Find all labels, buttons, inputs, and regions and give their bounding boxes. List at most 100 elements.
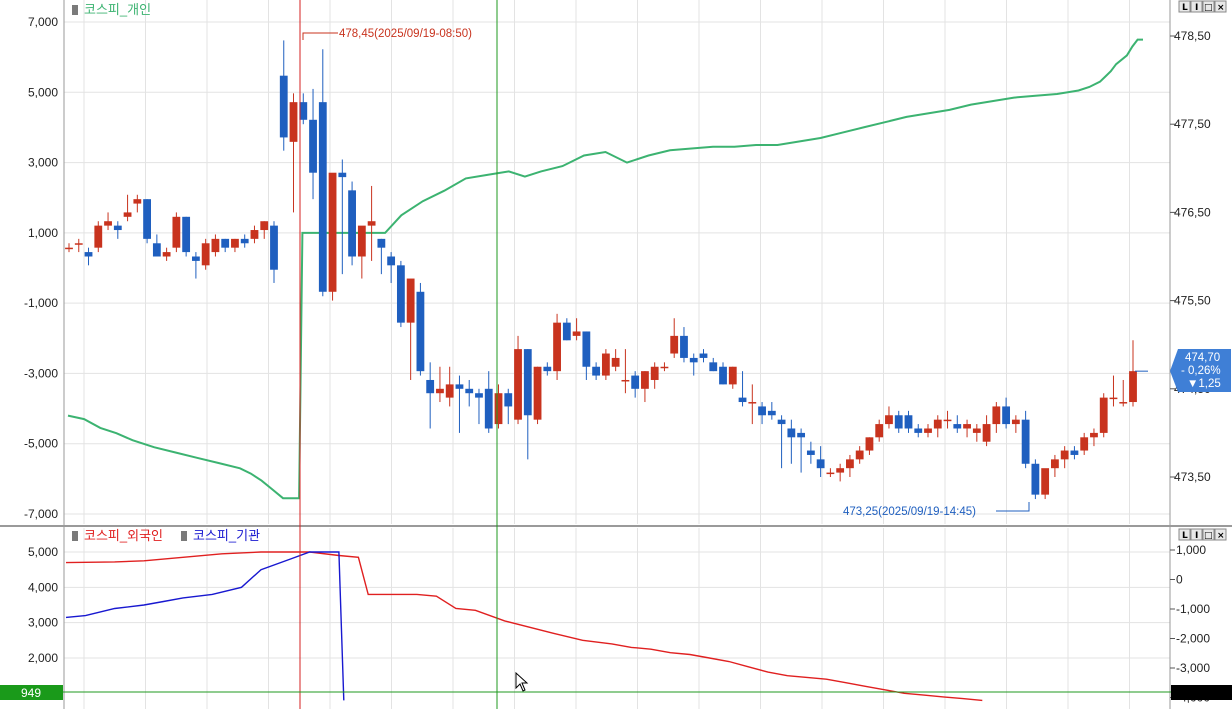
candle	[426, 379, 435, 394]
left-tick-label: 3,000	[28, 616, 58, 630]
candle	[611, 357, 620, 367]
candle	[943, 419, 952, 422]
candle	[1011, 419, 1020, 425]
candle	[523, 349, 532, 416]
candle	[1119, 402, 1128, 404]
btn-i-price[interactable]	[1190, 0, 1203, 13]
legend-retail: 코스피_개인	[84, 2, 151, 17]
candle	[709, 362, 718, 372]
right-tick-label: 476,50	[1174, 205, 1211, 219]
candle	[475, 393, 483, 398]
candle	[133, 199, 142, 204]
pane-buttons-flow: L I □ ×	[1178, 528, 1227, 541]
flow-pane[interactable]	[64, 528, 1170, 709]
candle	[719, 366, 727, 385]
candle	[894, 415, 903, 429]
candle	[543, 366, 552, 372]
candle	[211, 238, 220, 253]
btn-l-flow[interactable]	[1178, 528, 1191, 541]
candle	[250, 230, 259, 239]
candle	[806, 450, 815, 455]
candle	[982, 424, 991, 442]
left-tick-label: -7,000	[24, 507, 58, 521]
legend-marker-institution	[181, 531, 187, 541]
candle	[1099, 397, 1108, 433]
candle	[172, 216, 181, 248]
candle	[748, 402, 757, 404]
candle	[328, 172, 337, 292]
candle	[465, 388, 474, 394]
candle	[1041, 468, 1050, 495]
left-axis-ticks-flow-pane: 5,000 4,000 3,000 2,000	[28, 545, 58, 665]
right-tick-label: 478,50	[1174, 29, 1211, 43]
candle	[787, 428, 796, 438]
candle	[1060, 450, 1069, 460]
btn-max-flow[interactable]	[1202, 528, 1215, 541]
candle	[680, 335, 688, 358]
candle	[660, 366, 669, 369]
candle	[650, 366, 659, 380]
candle	[953, 424, 962, 429]
candle	[318, 102, 327, 292]
candle	[885, 415, 893, 425]
left-tick-label: 2,000	[28, 651, 58, 665]
candle	[1051, 459, 1059, 469]
candle	[758, 406, 766, 416]
low-annotation: 473,25(2025/09/19-14:45)	[843, 502, 1030, 518]
candle	[367, 221, 376, 226]
candle	[631, 375, 640, 389]
candle	[484, 388, 493, 429]
right-tick-label: 0	[1176, 573, 1183, 587]
btn-max-price-label: □	[1204, 3, 1213, 13]
candle	[143, 199, 151, 239]
candle	[396, 265, 405, 323]
candle	[240, 238, 249, 244]
right-tick-label: -1,000	[1176, 602, 1210, 616]
candle	[94, 225, 103, 248]
candle	[1031, 463, 1040, 495]
btn-close-flow-label: ×	[1217, 531, 1225, 541]
candle	[162, 252, 171, 257]
candle	[592, 366, 601, 376]
candle	[855, 450, 864, 460]
low-annotation-leader	[996, 502, 1030, 512]
btn-max-flow-label: □	[1204, 531, 1213, 541]
candle	[562, 322, 571, 341]
candle	[836, 468, 845, 473]
candle	[494, 393, 503, 425]
candle	[992, 406, 1001, 425]
candle	[572, 331, 581, 336]
candle	[182, 216, 191, 253]
candle	[689, 357, 698, 363]
candle	[377, 238, 386, 248]
candle	[514, 349, 522, 420]
candle	[455, 384, 464, 389]
candle	[445, 384, 454, 398]
candle	[738, 397, 747, 403]
candle	[65, 247, 73, 250]
btn-close-price[interactable]	[1214, 0, 1227, 13]
btn-max-price[interactable]	[1202, 0, 1215, 13]
left-tick-label: 4,000	[28, 580, 58, 594]
candle	[1129, 371, 1137, 403]
high-annotation-label: 478,45(2025/09/19-08:50)	[339, 28, 472, 40]
btn-i-flow[interactable]	[1190, 528, 1203, 541]
candle	[846, 459, 854, 469]
candle	[231, 238, 239, 248]
btn-l-flow-label: L	[1182, 531, 1188, 541]
left-tick-label: 7,000	[28, 15, 58, 29]
mouse-cursor-icon	[515, 671, 529, 692]
btn-close-flow[interactable]	[1214, 528, 1227, 541]
price-pane[interactable]	[64, 0, 1170, 525]
candle	[74, 243, 83, 245]
candle	[914, 428, 923, 433]
candle	[299, 102, 308, 120]
candle	[699, 353, 708, 358]
btn-l-price[interactable]	[1178, 0, 1191, 13]
crosshair-readout-left: 949	[0, 685, 63, 700]
candle	[1070, 450, 1079, 455]
left-tick-label: -5,000	[24, 437, 58, 451]
candle	[152, 243, 161, 257]
